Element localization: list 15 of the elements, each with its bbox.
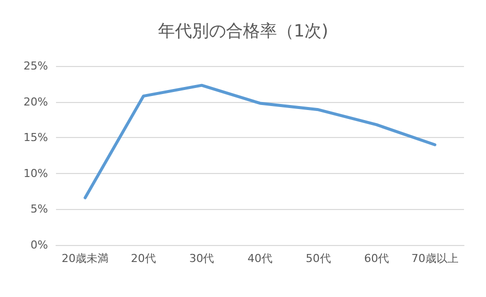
x-tick-label: 20代	[130, 252, 156, 265]
line-series	[84, 84, 436, 200]
y-tick-label: 5%	[30, 202, 48, 216]
y-tick-label: 15%	[24, 131, 48, 144]
x-tick-label: 50代	[306, 252, 331, 265]
y-tick-label: 10%	[24, 166, 48, 180]
chart-title: 年代別の合格率（1次)	[158, 22, 328, 42]
x-tick-label: 20歳未満	[62, 252, 109, 265]
y-tick-label: 0%	[30, 238, 48, 252]
x-tick-label: 70歳以上	[411, 252, 458, 265]
y-tick-label: 20%	[24, 95, 48, 108]
x-tick-label: 60代	[364, 252, 390, 265]
y-tick-label: 25%	[24, 60, 48, 72]
x-tick-label: 30代	[189, 252, 214, 265]
x-tick-label: 40代	[248, 252, 272, 265]
